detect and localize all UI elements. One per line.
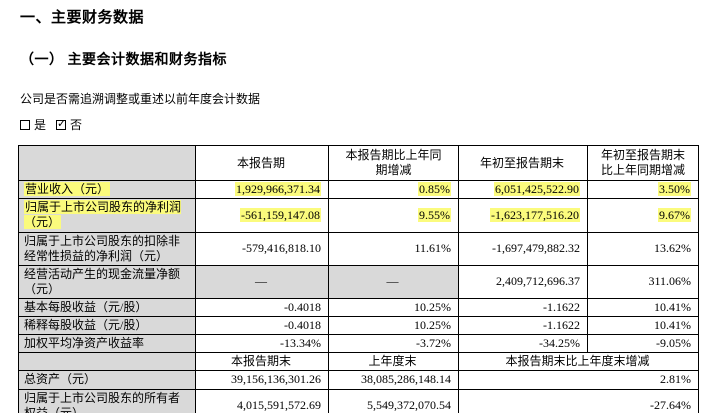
table-row-diluted-eps: 稀释每股收益（元/股） -0.4018 10.25% -1.1622 10.41… bbox=[18, 316, 699, 336]
cell-value: -1.1622 bbox=[458, 316, 588, 336]
row-label: 归属于上市公司股东的净利润（元） bbox=[18, 198, 196, 233]
cell-value: 11.61% bbox=[328, 231, 459, 266]
row-label: 稀释每股收益（元/股） bbox=[18, 316, 196, 336]
cell-value: 5,549,372,070.54 bbox=[328, 388, 459, 413]
subheader-prev-year-end: 上年度末 bbox=[328, 352, 459, 372]
cell-value: 2.81% bbox=[458, 370, 699, 390]
cell-value: 10.41% bbox=[587, 297, 699, 318]
cell-value: 10.25% bbox=[328, 297, 459, 318]
no-checkbox-checked-icon: ✓ bbox=[56, 116, 67, 130]
table-row-weighted-roe: 加权平均净资产收益率 -13.34% -3.72% -34.25% -9.05% bbox=[18, 334, 699, 354]
cell-value: -3.72% bbox=[328, 334, 459, 354]
table-row-operating-cash-flow: 经营活动产生的现金流量净额（元） — — 2,409,712,696.37 31… bbox=[18, 264, 699, 299]
cell-value: 2,409,712,696.37 bbox=[458, 264, 588, 299]
row-label: 营业收入（元） bbox=[18, 180, 196, 200]
table-row-net-profit: 归属于上市公司股东的净利润（元） -561,159,147.08 9.55% -… bbox=[18, 198, 699, 233]
cell-value: 3.50% bbox=[587, 180, 699, 200]
cell-value: 10.41% bbox=[587, 316, 699, 336]
cell-value: -1,697,479,882.32 bbox=[458, 231, 588, 266]
table-row-basic-eps: 基本每股收益（元/股） -0.4018 10.25% -1.1622 10.41… bbox=[18, 297, 699, 318]
cell-value: 13.62% bbox=[587, 231, 699, 266]
header-period-yoy-change: 本报告期比上年同期增减 bbox=[328, 144, 459, 182]
subheader-empty-cell bbox=[18, 352, 196, 372]
cell-value: -13.34% bbox=[195, 334, 329, 354]
header-ytd-yoy-change: 年初至报告期末比上年同期增减 bbox=[587, 144, 699, 182]
row-label: 归属于上市公司股东的所有者权益（元） bbox=[18, 388, 196, 413]
cell-value: -579,416,818.10 bbox=[195, 231, 329, 266]
header-empty-cell bbox=[18, 144, 196, 182]
cell-value: -34.25% bbox=[458, 334, 588, 354]
cell-value: 6,051,425,522.90 bbox=[458, 180, 588, 200]
subheader-period-end-change: 本报告期末比上年度末增减 bbox=[458, 352, 699, 372]
cell-value: 9.55% bbox=[328, 198, 459, 233]
restatement-options: 是 ✓ 否 bbox=[20, 116, 717, 133]
header-ytd: 年初至报告期末 bbox=[458, 144, 588, 182]
cell-value: 38,085,286,148.14 bbox=[328, 370, 459, 390]
cell-value: -0.4018 bbox=[195, 297, 329, 318]
cell-value: 1,929,966,371.34 bbox=[195, 180, 329, 200]
cell-value: 4,015,591,572.69 bbox=[195, 388, 329, 413]
option-no-label: 否 bbox=[70, 118, 83, 132]
cell-value: -0.4018 bbox=[195, 316, 329, 336]
cell-value: -1.1622 bbox=[458, 297, 588, 318]
table-row-total-assets: 总资产（元） 39,156,136,301.26 38,085,286,148.… bbox=[18, 370, 699, 390]
cell-dash: — bbox=[195, 264, 329, 299]
row-label: 基本每股收益（元/股） bbox=[18, 297, 196, 318]
financial-data-table: 本报告期 本报告期比上年同期增减 年初至报告期末 年初至报告期末比上年同期增减 … bbox=[18, 144, 699, 413]
option-yes-label: 是 bbox=[34, 118, 47, 132]
cell-value: 39,156,136,301.26 bbox=[195, 370, 329, 390]
cell-value: -561,159,147.08 bbox=[195, 198, 329, 233]
cell-value: -9.05% bbox=[587, 334, 699, 354]
header-current-period: 本报告期 bbox=[195, 144, 329, 182]
table-header-row: 本报告期 本报告期比上年同期增减 年初至报告期末 年初至报告期末比上年同期增减 bbox=[18, 144, 699, 182]
cell-value: 9.67% bbox=[587, 198, 699, 233]
table-row-non-recurring-net-profit: 归属于上市公司股东的扣除非经常性损益的净利润（元） -579,416,818.1… bbox=[18, 231, 699, 266]
subsection-title: （一） 主要会计数据和财务指标 bbox=[20, 53, 227, 68]
cell-value: 311.06% bbox=[587, 264, 699, 299]
cell-value: 0.85% bbox=[328, 180, 459, 200]
table-row-revenue: 营业收入（元） 1,929,966,371.34 0.85% 6,051,425… bbox=[18, 180, 699, 200]
page-title: 一、主要财务数据 bbox=[20, 10, 145, 26]
row-label: 经营活动产生的现金流量净额（元） bbox=[18, 264, 196, 299]
table-subheader-row: 本报告期末 上年度末 本报告期末比上年度末增减 bbox=[18, 352, 699, 372]
cell-value: 10.25% bbox=[328, 316, 459, 336]
restatement-question: 公司是否需追溯调整或重述以前年度会计数据 bbox=[20, 92, 261, 106]
row-label: 归属于上市公司股东的扣除非经常性损益的净利润（元） bbox=[18, 231, 196, 266]
table-row-equity: 归属于上市公司股东的所有者权益（元） 4,015,591,572.69 5,54… bbox=[18, 388, 699, 413]
row-label: 总资产（元） bbox=[18, 370, 196, 390]
cell-value: -1,623,177,516.20 bbox=[458, 198, 588, 233]
cell-dash: — bbox=[328, 264, 459, 299]
check-icon: ✓ bbox=[57, 116, 67, 130]
yes-checkbox-unchecked-icon bbox=[20, 119, 30, 130]
cell-value: -27.64% bbox=[458, 388, 699, 413]
row-label: 加权平均净资产收益率 bbox=[18, 334, 196, 354]
subheader-period-end: 本报告期末 bbox=[195, 352, 329, 372]
